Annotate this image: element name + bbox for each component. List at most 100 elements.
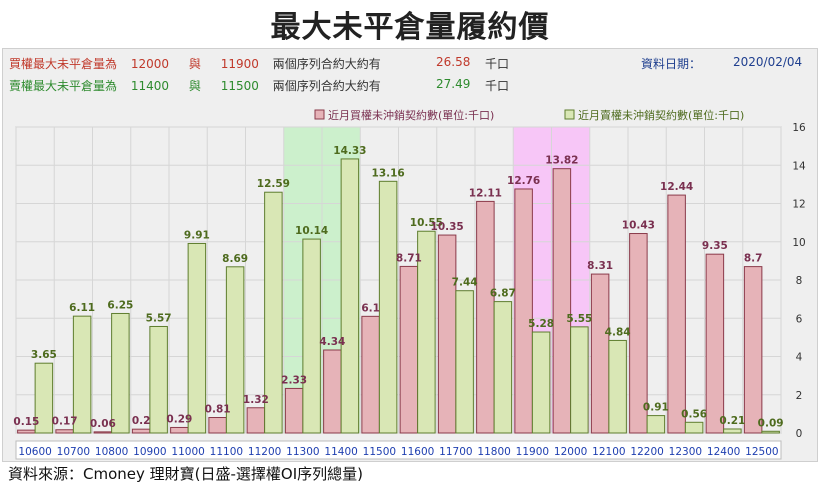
bar-label-call: 9.35 — [702, 240, 728, 252]
bar-label-put: 5.57 — [146, 312, 172, 324]
call-max-oi-label: 買權最大未平倉量為 — [9, 57, 118, 71]
x-tick-label: 11100 — [210, 446, 243, 458]
x-tick-label: 10700 — [57, 446, 90, 458]
data-date: 2020/02/04 — [733, 55, 803, 69]
bar-label-put: 8.69 — [222, 253, 248, 265]
x-tick-label: 11500 — [363, 446, 396, 458]
put-max-oi-strike-1: 11400 — [130, 79, 170, 93]
bar-call — [170, 426, 189, 434]
bar-call — [552, 168, 572, 434]
bar-label-put: 7.44 — [452, 277, 478, 289]
bar-call — [284, 387, 304, 434]
bar-call — [629, 233, 648, 434]
x-tick-label: 12500 — [745, 446, 778, 458]
bar-put — [684, 421, 704, 434]
bar-put — [493, 301, 513, 434]
bar-label-put: 6.87 — [490, 288, 516, 300]
bar-label-call: 8.7 — [744, 253, 763, 265]
bar-label-call: 0.81 — [205, 404, 231, 416]
bar-label-put: 9.91 — [184, 229, 210, 241]
bar-label-call: 13.82 — [545, 155, 578, 167]
x-tick-label: 11300 — [286, 446, 319, 458]
y-tick-label: 12 — [792, 199, 805, 211]
bar-label-put: 10.14 — [295, 225, 328, 237]
bar-label-call: 2.33 — [281, 374, 307, 386]
bar-label-call: 10.35 — [431, 221, 464, 233]
bar-put — [264, 191, 283, 434]
put-max-oi-row: 賣權最大未平倉量為 11400 與 11500 兩個序列合約大約有 — [9, 77, 381, 94]
bar-put — [187, 242, 207, 434]
bar-label-call: 1.32 — [243, 394, 269, 406]
y-tick-label: 4 — [796, 352, 803, 364]
bar-label-call: 0.06 — [90, 418, 116, 430]
y-tick-label: 8 — [796, 275, 803, 287]
x-tick-label: 10800 — [95, 446, 128, 458]
bar-put — [302, 238, 321, 434]
bar-put — [111, 312, 130, 434]
bar-label-put: 6.11 — [69, 302, 95, 314]
bar-label-put: 0.91 — [643, 402, 669, 414]
legend-label-put: 近月賣權未沖銷契約數(單位:千口) — [578, 108, 744, 122]
x-tick-label: 11200 — [248, 446, 281, 458]
x-tick-label: 12300 — [669, 446, 702, 458]
x-tick-label: 12100 — [592, 446, 625, 458]
bar-label-put: 0.56 — [681, 408, 707, 420]
call-max-oi-strike-2: 11900 — [220, 57, 259, 71]
bar-call — [705, 253, 725, 434]
bar-label-put: 3.65 — [31, 349, 57, 361]
x-tick-label: 12400 — [707, 446, 740, 458]
bar-label-call: 6.1 — [361, 302, 380, 314]
bar-put — [149, 325, 168, 434]
call-max-oi-strike-1: 12000 — [130, 57, 170, 71]
put-max-oi-label: 賣權最大未平倉量為 — [9, 79, 118, 93]
call-max-oi-unit: 千口 — [485, 57, 510, 71]
x-axis-label-strip — [15, 440, 782, 460]
bar-put — [378, 180, 398, 434]
bar-call — [590, 273, 610, 434]
bar-put — [72, 315, 92, 434]
bar-call — [476, 200, 495, 434]
bar-label-call: 12.44 — [660, 181, 693, 193]
bar-call — [323, 349, 342, 434]
call-max-oi-desc: 兩個序列合約大約有 — [272, 57, 381, 71]
bar-label-call: 8.31 — [587, 260, 613, 272]
bar-label-call: 12.76 — [507, 175, 540, 187]
bar-put — [531, 331, 551, 434]
data-source-footer: 資料來源：Cmoney 理財寶(日盛-選擇權OI序列總量) — [8, 465, 363, 483]
bar-label-put: 5.28 — [528, 318, 554, 330]
bar-label-put: 13.16 — [372, 167, 405, 179]
bar-put — [608, 339, 627, 434]
bar-label-put: 14.33 — [333, 145, 366, 157]
bar-call — [93, 431, 113, 434]
bar-label-put: 0.21 — [719, 415, 745, 427]
x-tick-label: 11400 — [324, 446, 357, 458]
put-max-oi-desc: 兩個序列合約大約有 — [272, 79, 381, 93]
legend-label-call: 近月買權未沖銷契約數(單位:千口) — [328, 108, 494, 122]
x-tick-label: 11000 — [171, 446, 204, 458]
bar-put — [340, 158, 360, 434]
bar-put — [225, 266, 245, 434]
bar-label-call: 8.71 — [396, 252, 422, 264]
x-tick-label: 11600 — [401, 446, 434, 458]
bar-label-put: 4.84 — [605, 326, 631, 338]
bar-call — [437, 234, 457, 434]
bar-call — [246, 407, 266, 434]
x-tick-label: 10600 — [18, 446, 51, 458]
bar-call — [514, 188, 533, 434]
bar-put — [723, 428, 742, 434]
y-tick-label: 2 — [796, 390, 803, 402]
x-tick-label: 12200 — [630, 446, 663, 458]
call-max-oi-and: 與 — [188, 57, 201, 71]
bar-put — [455, 290, 474, 434]
bar-label-call: 0.29 — [166, 413, 192, 425]
bar-call — [55, 429, 74, 434]
y-tick-label: 0 — [796, 428, 803, 440]
bar-label-call: 10.43 — [622, 220, 655, 232]
x-tick-label: 11700 — [439, 446, 472, 458]
date-label: 資料日期： — [641, 57, 702, 71]
bar-call — [667, 194, 686, 434]
bar-label-call: 4.34 — [319, 336, 345, 348]
bar-call — [399, 265, 419, 434]
legend-swatch-call — [314, 109, 325, 120]
